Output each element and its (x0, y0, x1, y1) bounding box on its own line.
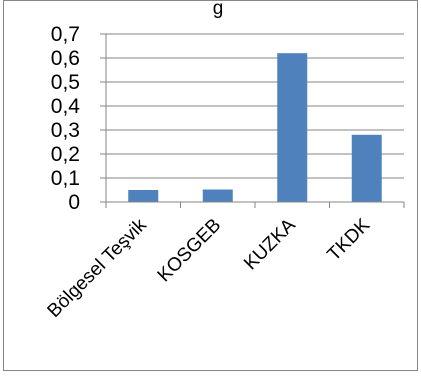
y-tick-labels: 00,10,20,30,40,50,60,7 (51, 23, 81, 214)
y-tick-label: 0,2 (51, 143, 80, 166)
bar-0 (128, 190, 159, 202)
y-tick-label: 0,3 (51, 119, 80, 142)
y-tick-label: 0,7 (51, 23, 80, 46)
y-tick-label: 0,4 (51, 95, 81, 118)
bars (128, 53, 382, 203)
chart-title: g (213, 0, 224, 19)
y-tick-label: 0,6 (51, 47, 80, 70)
y-tick-label: 0,1 (51, 167, 80, 190)
bar-2 (277, 53, 308, 203)
bar-1 (202, 189, 233, 202)
bar-3 (351, 134, 382, 202)
chart-border (3, 0, 418, 371)
y-tick-label: 0,5 (51, 71, 80, 94)
y-tick-label: 0 (68, 191, 80, 214)
axes (100, 33, 405, 208)
